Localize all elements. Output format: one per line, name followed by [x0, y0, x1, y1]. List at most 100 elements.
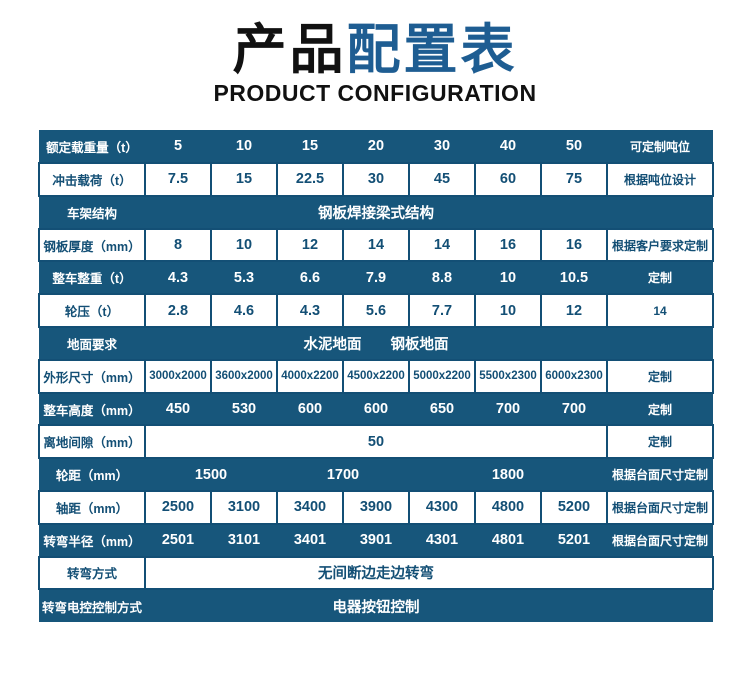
table-row: 车架结构 钢板焊接梁式结构 [39, 195, 713, 229]
cell-value: 60 [474, 162, 542, 197]
table-row: 冲击载荷（t） 7.5 15 22.5 30 45 60 75 根据吨位设计 [38, 162, 714, 197]
cell-value: 7.5 [144, 162, 212, 197]
cell-value: 15 [210, 162, 278, 197]
table-row: 整车整重（t） 4.3 5.3 6.6 7.9 8.8 10 10.5 定制 [39, 261, 713, 295]
cell-value: 定制 [607, 392, 713, 426]
row-label: 外形尺寸（mm） [38, 358, 146, 394]
row-label: 额定载重量（t） [39, 130, 145, 164]
cell-value: 7.7 [408, 293, 476, 329]
cell-value: 根据吨位设计 [606, 162, 714, 197]
cell-value: 12 [540, 293, 608, 329]
cell-value: 50 [541, 130, 607, 164]
cell-value: 5200 [540, 490, 608, 525]
row-label: 整车高度（mm） [39, 392, 145, 426]
cell-value: 电器按钮控制 [145, 589, 713, 623]
row-label: 钢板厚度（mm） [38, 227, 146, 263]
cell-value: 4800 [474, 490, 542, 525]
cell-value: 4801 [475, 523, 541, 557]
cell-value: 12 [276, 227, 344, 263]
cell-value: 600 [277, 392, 343, 426]
table-row: 钢板厚度（mm） 8 10 12 14 14 16 16 根据客户要求定制 [38, 227, 714, 263]
table-row: 轮距（mm） 1500 1700 1800 根据台面尺寸定制 [39, 458, 713, 491]
cell-value: 水泥地面 钢板地面 [145, 327, 713, 360]
cell-value: 3900 [342, 490, 410, 525]
page-header: 产品配置表 PRODUCT CONFIGURATION [0, 0, 750, 107]
table-row: 轮压（t） 2.8 4.6 4.3 5.6 7.7 10 12 14 [38, 293, 714, 329]
cell-value: 14 [606, 293, 714, 329]
cell-value: 50 [144, 424, 608, 460]
cell-value: 钢板焊接梁式结构 [145, 195, 713, 229]
cell-value: 可定制吨位 [607, 130, 713, 164]
cell-value: 16 [540, 227, 608, 263]
row-label: 轴距（mm） [38, 490, 146, 525]
cell-value: 45 [408, 162, 476, 197]
cell-value: 5000x2200 [408, 358, 476, 394]
cell-value: 3901 [343, 523, 409, 557]
row-label: 转弯电控控制方式 [39, 589, 145, 623]
cell-value: 8.8 [409, 261, 475, 295]
cell-value: 450 [145, 392, 211, 426]
cell-value: 14 [408, 227, 476, 263]
cell-value: 10 [475, 261, 541, 295]
cell-value: 根据客户要求定制 [606, 227, 714, 263]
cell-value: 530 [211, 392, 277, 426]
cell-value: 2501 [145, 523, 211, 557]
table-row: 转弯电控控制方式 电器按钮控制 [39, 589, 713, 623]
cell-value: 2.8 [144, 293, 212, 329]
row-label: 轮距（mm） [39, 458, 145, 491]
cell-value: 7.9 [343, 261, 409, 295]
cell-value: 40 [475, 130, 541, 164]
cell-value: 5201 [541, 523, 607, 557]
spec-table: 额定载重量（t） 5 10 15 20 30 40 50 可定制吨位 冲击载荷（t） 7.5 15 22… [38, 130, 714, 623]
spec-table-body: 额定载重量（t） 5 10 15 20 30 40 50 可定制吨位 冲击载荷（t） 7.5 15 22… [38, 130, 714, 623]
cell-value: 700 [541, 392, 607, 426]
table-row: 整车高度（mm） 450 530 600 600 650 700 700 定制 [39, 392, 713, 426]
table-row: 地面要求 水泥地面 钢板地面 [39, 327, 713, 360]
cell-value: 650 [409, 392, 475, 426]
cell-value: 5500x2300 [474, 358, 542, 394]
cell-value: 5 [145, 130, 211, 164]
cell-value: 定制 [606, 358, 714, 394]
cell-value: 3101 [211, 523, 277, 557]
cell-value: 3000x2000 [144, 358, 212, 394]
cell-value: 1800 [409, 458, 607, 491]
spec-table-wrap: 额定载重量（t） 5 10 15 20 30 40 50 可定制吨位 冲击载荷（t） 7.5 15 22… [38, 130, 714, 623]
cell-value: 1700 [277, 458, 409, 491]
cell-value: 10 [210, 227, 278, 263]
cell-value: 30 [409, 130, 475, 164]
cell-value: 5.3 [211, 261, 277, 295]
row-label: 整车整重（t） [39, 261, 145, 295]
cell-value: 6000x2300 [540, 358, 608, 394]
page-subtitle: PRODUCT CONFIGURATION [213, 80, 537, 107]
cell-value: 4.3 [145, 261, 211, 295]
cell-value: 75 [540, 162, 608, 197]
table-row: 转弯半径（mm） 2501 3101 3401 3901 4301 4801 5201 根据台面… [39, 523, 713, 557]
table-row: 轴距（mm） 2500 3100 3400 3900 4300 4800 5200 根据台面尺寸… [38, 490, 714, 525]
table-row: 额定载重量（t） 5 10 15 20 30 40 50 可定制吨位 [39, 130, 713, 164]
page-title-accent: 配置表 [346, 20, 518, 80]
cell-value: 16 [474, 227, 542, 263]
cell-value: 8 [144, 227, 212, 263]
cell-value: 3401 [277, 523, 343, 557]
cell-value: 定制 [606, 424, 714, 460]
cell-value: 15 [277, 130, 343, 164]
cell-value: 4000x2200 [276, 358, 344, 394]
cell-value: 定制 [607, 261, 713, 295]
cell-value: 无间断边走边转弯 [144, 555, 714, 591]
cell-value: 10 [211, 130, 277, 164]
row-label: 地面要求 [39, 327, 145, 360]
cell-value: 14 [342, 227, 410, 263]
cell-value: 3100 [210, 490, 278, 525]
cell-value: 4300 [408, 490, 476, 525]
row-label: 离地间隙（mm） [38, 424, 146, 460]
cell-value: 根据台面尺寸定制 [607, 523, 713, 557]
cell-value: 22.5 [276, 162, 344, 197]
row-label: 转弯半径（mm） [39, 523, 145, 557]
cell-value: 10 [474, 293, 542, 329]
cell-value: 4500x2200 [342, 358, 410, 394]
row-label: 冲击载荷（t） [38, 162, 146, 197]
cell-value: 5.6 [342, 293, 410, 329]
cell-value: 600 [343, 392, 409, 426]
table-row: 转弯方式 无间断边走边转弯 [38, 555, 714, 591]
